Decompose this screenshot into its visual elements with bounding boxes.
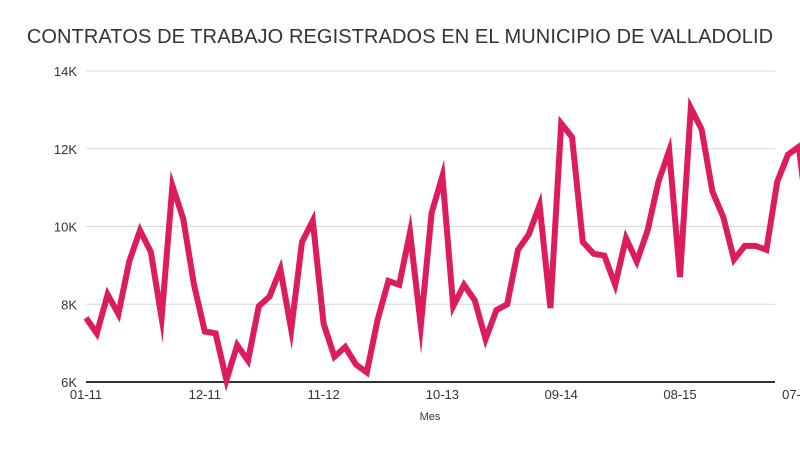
x-tick-label: 01-11 [70,387,102,402]
x-axis-label: Mes [420,411,441,423]
x-tick-label: 12-11 [189,387,221,402]
y-tick-label: 12K [54,142,77,157]
x-axis-ticks: 01-11 12-11 11-12 10-13 09-14 08-15 07-16 [70,387,800,402]
series-line [83,96,800,392]
x-tick-label: 09-14 [545,387,578,402]
y-axis-ticks: 6K 8K 10K 12K 14K [54,64,77,390]
x-tick-label: 08-15 [663,387,696,402]
x-tick-label: 10-13 [426,387,459,402]
y-tick-label: 10K [54,220,77,235]
chart-title: CONTRATOS DE TRABAJO REGISTRADOS EN EL M… [26,26,774,48]
x-tick-label: 07-16 [782,387,800,402]
x-tick-label: 11-12 [307,387,339,402]
series-layer [83,96,800,392]
y-tick-label: 14K [54,64,77,79]
y-tick-label: 6K [61,375,77,390]
y-tick-label: 8K [61,297,77,312]
